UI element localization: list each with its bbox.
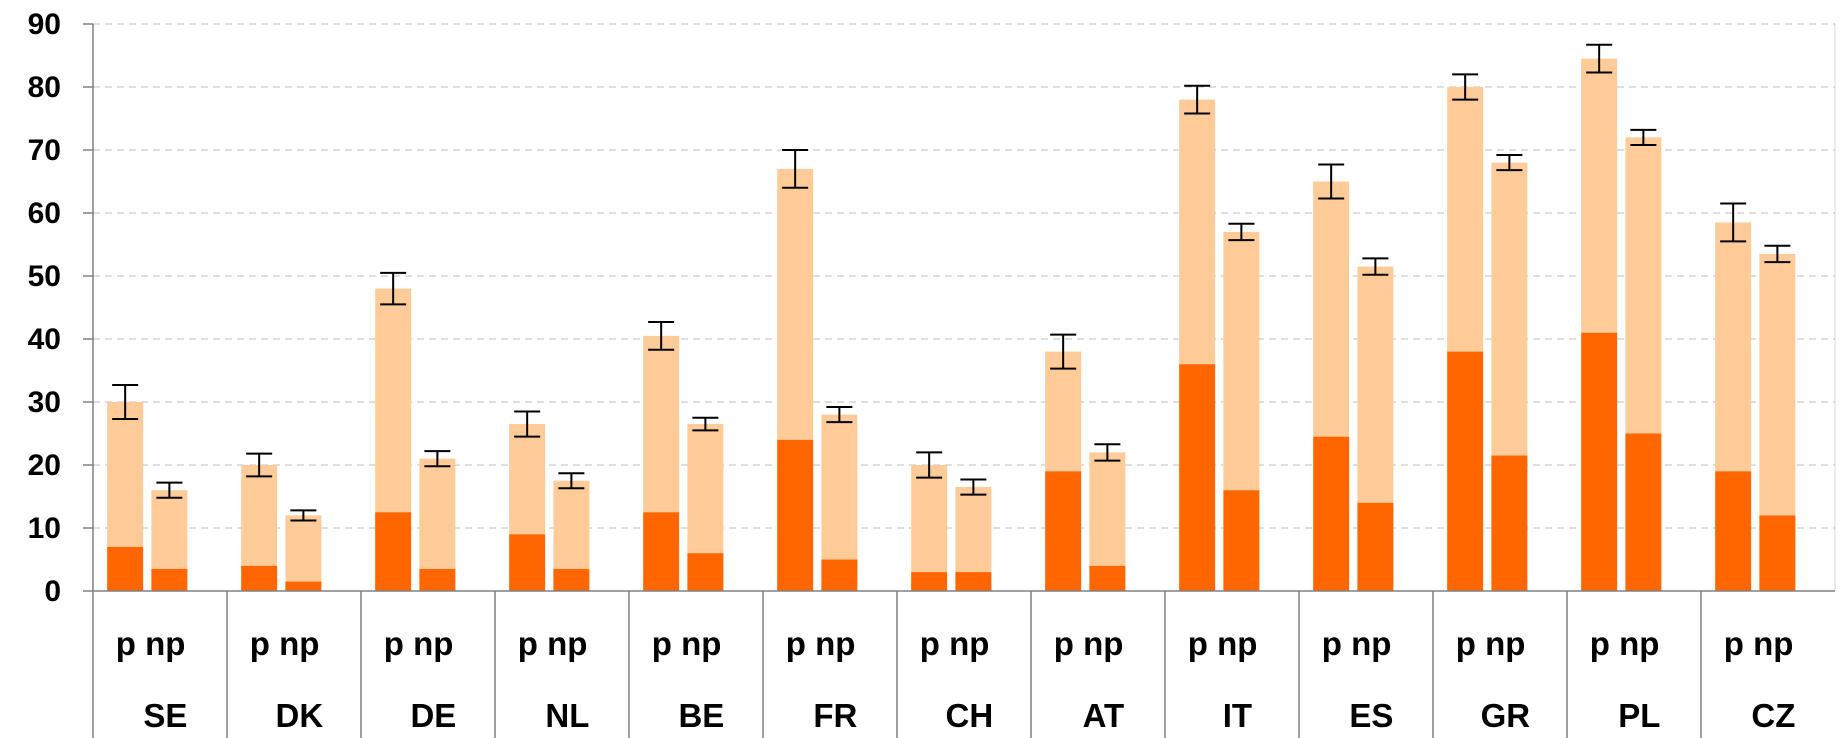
bar-upper-segment	[151, 490, 188, 569]
category-label: DE	[410, 697, 456, 734]
bar-upper-segment	[643, 335, 680, 513]
bar-lower-segment	[1357, 502, 1394, 591]
bar-lower-segment	[1759, 515, 1796, 591]
subcategory-label: p np	[1590, 625, 1660, 662]
subcategory-label: p np	[1054, 625, 1124, 662]
bar-lower-segment	[1223, 490, 1260, 591]
bar-upper-segment	[375, 288, 412, 513]
y-tick-label: 90	[28, 8, 61, 41]
y-tick-label: 70	[28, 134, 61, 167]
subcategory-label: p np	[1188, 625, 1258, 662]
bar-lower-segment	[419, 568, 456, 591]
bar-upper-segment	[955, 487, 992, 573]
bar-lower-segment	[1179, 364, 1216, 591]
bar-lower-segment	[643, 512, 680, 591]
bar-upper-segment	[1447, 87, 1484, 352]
category-label: GR	[1481, 697, 1531, 734]
category-label: AT	[1083, 697, 1125, 734]
x-axis: p np SE p np DK p np DE p np NL p np BE p np FR p np…	[93, 590, 1835, 738]
bar-upper-segment	[1223, 231, 1260, 491]
bar-lower-segment	[1313, 436, 1350, 591]
bar-lower-segment	[553, 568, 590, 591]
bar-lower-segment	[821, 559, 858, 591]
y-tick-label: 60	[28, 197, 61, 230]
subcategory-label: p np	[116, 625, 186, 662]
bar-lower-segment	[1581, 332, 1618, 591]
bar-lower-segment	[1715, 471, 1752, 591]
bar-upper-segment	[419, 458, 456, 569]
subcategory-label: p np	[786, 625, 856, 662]
bar-upper-segment	[285, 515, 322, 582]
y-tick-label: 20	[28, 449, 61, 482]
bar-lower-segment	[1491, 455, 1528, 591]
subcategory-label: p np	[920, 625, 990, 662]
bar-upper-segment	[1581, 58, 1618, 333]
bar-upper-segment	[1491, 162, 1528, 456]
bar-lower-segment	[955, 572, 992, 591]
bar-upper-segment	[1625, 137, 1662, 434]
subcategory-label: p np	[1456, 625, 1526, 662]
bar-lower-segment	[1089, 565, 1126, 591]
bar-lower-segment	[1447, 351, 1484, 591]
bar-upper-segment	[241, 465, 278, 566]
bar-upper-segment	[687, 424, 724, 554]
bars	[107, 58, 1796, 591]
y-axis: 0 10 20 30 40 50 60 70 80 90	[28, 8, 94, 738]
y-tick-label: 50	[28, 260, 61, 293]
bar-upper-segment	[1179, 99, 1216, 365]
bar-lower-segment	[687, 553, 724, 591]
y-tick-label: 80	[28, 71, 61, 104]
bar-lower-segment	[1625, 433, 1662, 591]
y-tick-label: 0	[44, 575, 61, 608]
category-label: SE	[143, 697, 187, 734]
category-label: BE	[678, 697, 724, 734]
category-label: CH	[946, 697, 994, 734]
category-label: FR	[813, 697, 857, 734]
category-label: NL	[545, 697, 589, 734]
bar-upper-segment	[107, 402, 144, 547]
category-label: IT	[1223, 697, 1252, 734]
bar-lower-segment	[777, 439, 814, 591]
y-tick-label: 10	[28, 512, 61, 545]
subcategory-label: p np	[250, 625, 320, 662]
category-label: ES	[1349, 697, 1393, 734]
bar-lower-segment	[1045, 471, 1082, 591]
subcategory-label: p np	[652, 625, 722, 662]
bar-upper-segment	[553, 480, 590, 569]
subcategory-label: p np	[384, 625, 454, 662]
bar-lower-segment	[375, 512, 412, 591]
bar-upper-segment	[1313, 181, 1350, 437]
bar-upper-segment	[777, 168, 814, 440]
bar-lower-segment	[911, 572, 948, 591]
bar-upper-segment	[1759, 253, 1796, 516]
bar-upper-segment	[1045, 351, 1082, 472]
bar-upper-segment	[1357, 266, 1394, 503]
bar-upper-segment	[821, 414, 858, 560]
subcategory-label: p np	[1724, 625, 1794, 662]
y-tick-label: 40	[28, 323, 61, 356]
bar-lower-segment	[107, 546, 144, 591]
bar-upper-segment	[1715, 222, 1752, 472]
bar-lower-segment	[509, 534, 546, 591]
subcategory-label: p np	[1322, 625, 1392, 662]
bar-lower-segment	[151, 568, 188, 591]
error-bars	[112, 43, 1791, 522]
bar-upper-segment	[509, 424, 546, 535]
category-label: DK	[276, 697, 324, 734]
bar-upper-segment	[911, 465, 948, 573]
category-label: PL	[1618, 697, 1660, 734]
y-tick-label: 30	[28, 386, 61, 419]
bar-upper-segment	[1089, 452, 1126, 566]
bar-lower-segment	[241, 565, 278, 591]
category-label: CZ	[1751, 697, 1795, 734]
subcategory-label: p np	[518, 625, 588, 662]
bar-lower-segment	[285, 581, 322, 591]
